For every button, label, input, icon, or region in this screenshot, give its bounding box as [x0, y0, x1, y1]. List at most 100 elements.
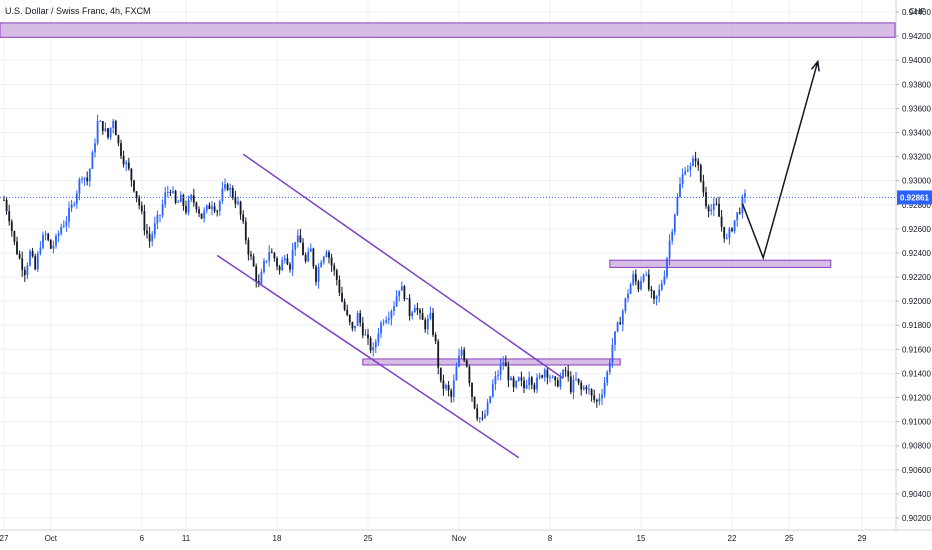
candle-body	[104, 128, 107, 132]
candle	[668, 234, 671, 266]
candle	[312, 247, 315, 269]
candle	[42, 231, 44, 250]
candle-body	[499, 364, 502, 375]
candle	[211, 201, 213, 216]
zones	[0, 22, 896, 366]
candle	[660, 279, 663, 292]
y-tick-label: 0.94200	[902, 32, 931, 41]
candle	[55, 233, 57, 249]
y-tick-label: 0.90600	[902, 466, 931, 475]
candle	[237, 196, 239, 206]
candle	[533, 382, 536, 393]
candle-body	[471, 383, 473, 397]
candle-body	[541, 375, 544, 378]
candle-body	[5, 200, 8, 212]
candle	[81, 176, 83, 184]
candle	[442, 374, 445, 396]
candle	[710, 203, 713, 216]
candle	[60, 223, 63, 236]
candle	[294, 242, 297, 256]
candle-body	[720, 216, 723, 227]
candle	[382, 319, 385, 326]
candle	[112, 118, 115, 134]
candle-body	[590, 389, 593, 396]
candle-body	[502, 362, 505, 365]
candle-body	[736, 212, 739, 221]
candle	[738, 207, 741, 215]
candle	[138, 195, 141, 210]
candle-body	[442, 380, 445, 389]
candle	[73, 201, 76, 208]
candle-body	[515, 380, 518, 388]
candle-body	[629, 284, 632, 294]
candle	[582, 385, 585, 391]
candle	[528, 371, 531, 390]
candle	[421, 308, 424, 320]
candle	[692, 155, 694, 167]
candle	[57, 230, 60, 243]
candle	[364, 328, 367, 336]
candle-body	[458, 355, 460, 367]
candle-body	[133, 180, 135, 192]
candle	[234, 190, 237, 209]
candle	[484, 409, 486, 419]
candle	[335, 268, 338, 286]
candle	[99, 119, 102, 122]
candle-body	[478, 417, 481, 419]
candle	[309, 243, 312, 252]
candle	[666, 256, 668, 279]
candle-body	[94, 143, 96, 153]
candle	[684, 166, 687, 176]
candle	[153, 216, 156, 239]
candle-body	[177, 202, 180, 203]
y-tick-label: 0.90200	[902, 514, 931, 523]
candle-body	[208, 205, 211, 209]
candle	[49, 239, 52, 250]
candle-body	[679, 183, 681, 198]
candle-body	[286, 258, 289, 265]
candle	[419, 307, 421, 320]
candle-body	[34, 256, 37, 270]
candle-body	[718, 203, 720, 217]
candle-body	[655, 295, 658, 300]
mid-support-zone	[362, 358, 621, 366]
candle-body	[538, 375, 541, 378]
candle	[174, 189, 177, 205]
candle	[681, 168, 684, 189]
candle	[627, 289, 629, 303]
candle	[62, 220, 65, 228]
candle	[377, 327, 380, 346]
candle-body	[520, 377, 523, 381]
candle	[83, 177, 86, 186]
candle-body	[348, 314, 351, 323]
y-tick-label: 0.91400	[902, 369, 931, 378]
candle	[96, 114, 99, 146]
candle	[689, 162, 692, 177]
candle-body	[421, 313, 424, 320]
candle-body	[192, 195, 195, 203]
candle	[694, 151, 697, 168]
candle-body	[242, 214, 245, 222]
candle	[478, 417, 481, 424]
candle-body	[627, 293, 629, 299]
candle-body	[634, 274, 637, 282]
candle	[26, 262, 29, 280]
x-tick-label: 6	[140, 534, 145, 543]
candle-body	[393, 306, 395, 312]
candle-body	[676, 197, 679, 215]
candle-body	[408, 298, 411, 317]
candle-body	[385, 320, 388, 323]
candle	[572, 374, 575, 400]
candle-body	[374, 341, 377, 348]
candle	[699, 163, 702, 183]
candle	[471, 382, 473, 402]
candle	[712, 197, 715, 217]
candle-body	[179, 194, 182, 203]
candle-body	[86, 177, 89, 182]
candle	[109, 127, 112, 140]
candle	[455, 362, 458, 381]
candle	[564, 367, 567, 377]
candle-body	[307, 251, 310, 262]
